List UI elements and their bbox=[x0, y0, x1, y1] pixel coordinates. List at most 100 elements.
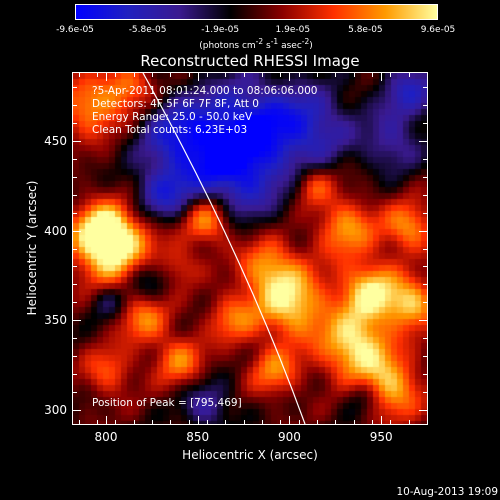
x-minor-tick bbox=[243, 73, 245, 77]
colorbar-tick-label: -9.6e-05 bbox=[56, 25, 94, 35]
y-minor-tick bbox=[73, 105, 77, 107]
x-tick-mark bbox=[106, 416, 107, 424]
y-minor-tick bbox=[73, 230, 77, 232]
colorbar-tick-label: -1.9e-05 bbox=[201, 25, 240, 35]
info-time-range: ?5-Apr-2011 08:01:24.000 to 08:06:06.000 bbox=[92, 85, 318, 97]
y-tick-mark bbox=[73, 320, 81, 322]
x-tick-mark bbox=[289, 73, 291, 81]
y-minor-tick bbox=[73, 123, 77, 125]
colorbar-tick-label: 1.9e-05 bbox=[275, 25, 311, 35]
x-minor-tick bbox=[427, 73, 428, 77]
y-minor-tick bbox=[423, 391, 427, 393]
x-minor-tick bbox=[316, 420, 318, 424]
y-minor-tick bbox=[73, 266, 77, 268]
x-minor-tick bbox=[353, 73, 355, 77]
x-minor-tick bbox=[188, 73, 190, 77]
x-minor-tick bbox=[298, 420, 300, 424]
x-minor-tick bbox=[170, 73, 172, 77]
x-minor-tick bbox=[390, 420, 392, 424]
x-minor-tick bbox=[335, 73, 337, 77]
x-minor-tick bbox=[170, 420, 172, 424]
info-detectors: Detectors: 4F 5F 6F 7F 8F, Att 0 bbox=[92, 98, 259, 110]
info-clean-counts: Clean Total counts: 6.23E+03 bbox=[92, 124, 248, 136]
x-minor-tick bbox=[96, 73, 98, 77]
x-minor-tick bbox=[188, 420, 190, 424]
y-minor-tick bbox=[423, 212, 427, 214]
x-tick-mark bbox=[197, 416, 199, 424]
y-tick-label: 300 bbox=[44, 402, 67, 417]
y-minor-tick bbox=[423, 230, 427, 232]
colorbar-unit-label: (photons cm-2 s-1 asec-2) bbox=[199, 37, 313, 51]
y-minor-tick bbox=[73, 141, 77, 143]
x-minor-tick bbox=[408, 73, 410, 77]
y-tick-mark bbox=[73, 141, 81, 143]
y-tick-mark bbox=[73, 230, 81, 232]
y-minor-tick bbox=[423, 338, 427, 340]
timestamp: 10-Aug-2013 19:09 bbox=[396, 486, 498, 498]
y-minor-tick bbox=[73, 338, 77, 340]
y-minor-tick bbox=[423, 373, 427, 375]
y-minor-tick bbox=[423, 284, 427, 286]
x-axis-label: Heliocentric X (arcsec) bbox=[182, 448, 318, 462]
x-minor-tick bbox=[371, 73, 373, 77]
y-tick-label: 450 bbox=[44, 134, 67, 149]
x-minor-tick bbox=[280, 73, 282, 77]
x-minor-tick bbox=[243, 420, 245, 424]
x-minor-tick bbox=[390, 73, 392, 77]
x-minor-tick bbox=[78, 420, 80, 424]
y-minor-tick bbox=[73, 158, 77, 160]
x-minor-tick bbox=[206, 420, 208, 424]
x-minor-tick bbox=[115, 420, 117, 424]
y-minor-tick bbox=[73, 355, 77, 357]
y-minor-tick bbox=[423, 176, 427, 178]
solar-limb-line bbox=[142, 73, 306, 424]
x-minor-tick bbox=[280, 420, 282, 424]
colorbar bbox=[75, 4, 438, 20]
y-minor-tick bbox=[73, 87, 77, 89]
y-minor-tick bbox=[73, 194, 77, 196]
y-minor-tick bbox=[73, 212, 77, 214]
y-minor-tick bbox=[423, 320, 427, 322]
chart-title: Reconstructed RHESSI Image bbox=[140, 52, 360, 70]
y-tick-label: 400 bbox=[44, 223, 67, 238]
y-minor-tick bbox=[73, 320, 77, 322]
x-minor-tick bbox=[225, 420, 227, 424]
x-minor-tick bbox=[427, 420, 428, 424]
x-minor-tick bbox=[408, 420, 410, 424]
y-minor-tick bbox=[423, 87, 427, 89]
x-minor-tick bbox=[225, 73, 227, 77]
y-minor-tick bbox=[423, 248, 427, 250]
x-tick-label: 800 bbox=[94, 430, 118, 444]
x-minor-tick bbox=[133, 420, 135, 424]
y-minor-tick bbox=[423, 158, 427, 160]
heatmap-image bbox=[73, 73, 427, 424]
x-tick-mark bbox=[289, 416, 291, 424]
x-tick-label: 900 bbox=[277, 430, 301, 444]
peak-position-label: Position of Peak = [795,469] bbox=[92, 397, 242, 409]
x-minor-tick bbox=[151, 420, 153, 424]
y-minor-tick bbox=[423, 105, 427, 107]
x-minor-tick bbox=[133, 73, 135, 77]
x-minor-tick bbox=[371, 420, 373, 424]
x-minor-tick bbox=[151, 73, 153, 77]
x-minor-tick bbox=[261, 420, 263, 424]
y-tick-mark bbox=[73, 409, 81, 411]
plot-overlay bbox=[142, 73, 306, 424]
y-minor-tick bbox=[73, 176, 77, 178]
x-minor-tick bbox=[353, 420, 355, 424]
x-minor-tick bbox=[298, 73, 300, 77]
y-minor-tick bbox=[73, 409, 77, 411]
colorbar-tick-label: -5.8e-05 bbox=[128, 25, 167, 35]
x-tick-label: 850 bbox=[186, 430, 210, 444]
y-minor-tick bbox=[423, 194, 427, 196]
y-minor-tick bbox=[423, 409, 427, 411]
x-tick-mark bbox=[106, 73, 107, 81]
x-minor-tick bbox=[335, 420, 337, 424]
x-minor-tick bbox=[316, 73, 318, 77]
x-minor-tick bbox=[115, 73, 117, 77]
y-minor-tick bbox=[423, 123, 427, 125]
x-tick-mark bbox=[381, 73, 383, 81]
y-minor-tick bbox=[73, 391, 77, 393]
x-minor-tick bbox=[261, 73, 263, 77]
info-energy-range: Energy Range: 25.0 - 50.0 keV bbox=[92, 111, 253, 123]
